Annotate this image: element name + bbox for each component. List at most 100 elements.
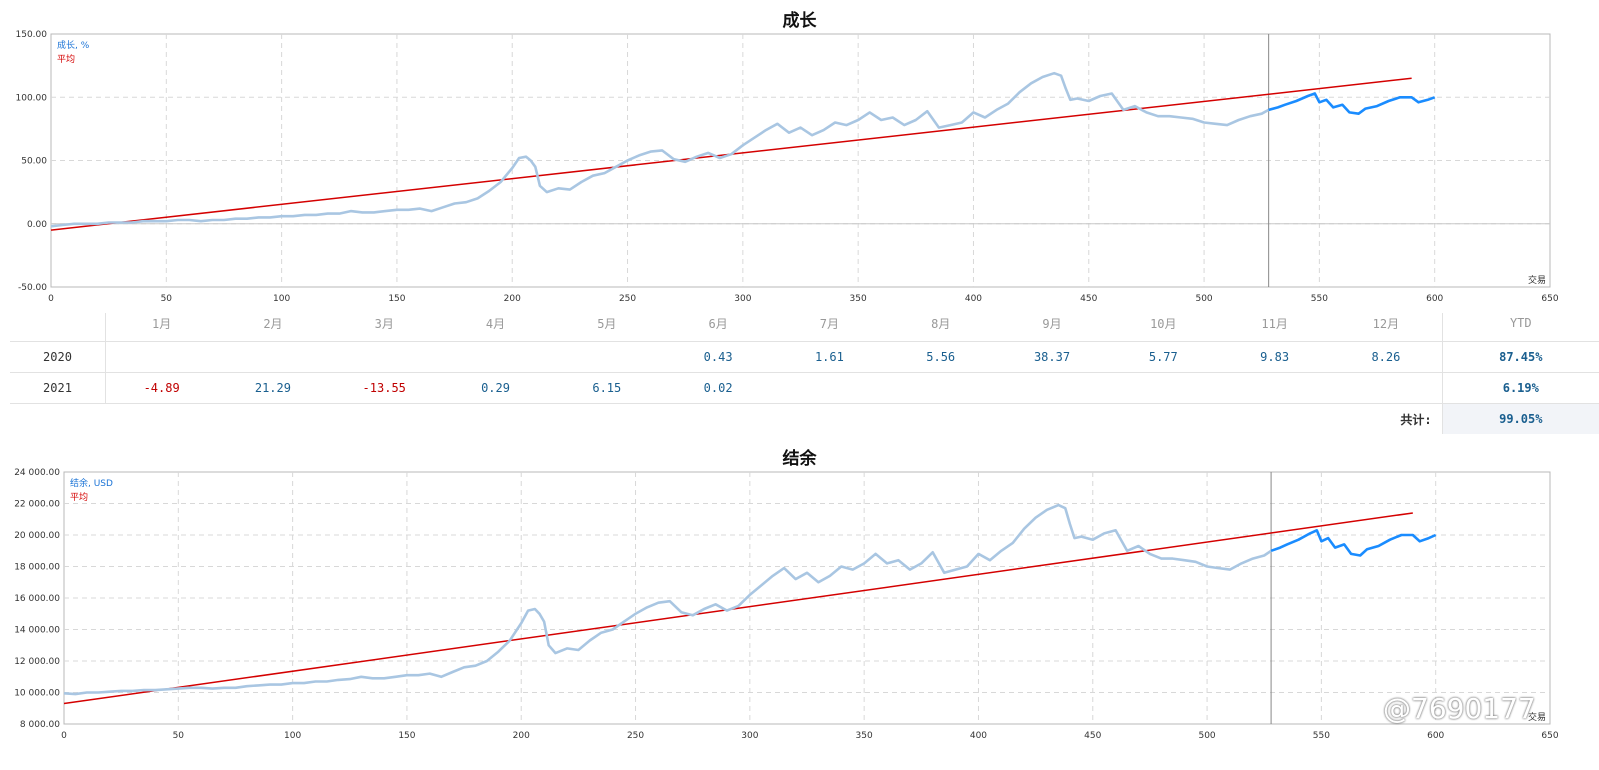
month-value: 0.29 (439, 372, 552, 404)
month-value: -4.89 (105, 372, 218, 404)
x-tick-label: 400 (970, 731, 987, 741)
month-value: -13.55 (328, 372, 440, 404)
x-tick-label: 550 (1313, 731, 1330, 741)
month-value (885, 372, 997, 404)
month-value: 6.15 (551, 372, 663, 404)
table-row: 2020 0.43 1.61 5.56 38.37 5.77 9.83 8.26… (10, 341, 1599, 373)
month-value (773, 372, 886, 404)
x-tick-label: 500 (1195, 294, 1212, 304)
y-tick-label: 20 000.00 (14, 531, 60, 541)
ytd-value: 87.45% (1441, 341, 1599, 373)
x-tick-label: 650 (1541, 294, 1558, 304)
month-value: 0.02 (662, 372, 774, 404)
x-tick-label: 350 (856, 731, 873, 741)
x-tick-label: 150 (388, 294, 405, 304)
y-tick-label: 12 000.00 (14, 657, 60, 667)
legend-entry: 平均 (57, 53, 75, 65)
y-tick-label: 16 000.00 (14, 594, 60, 604)
y-tick-label: 150.00 (16, 30, 48, 40)
total-label: 共计: (1400, 412, 1432, 427)
x-tick-label: 300 (734, 294, 751, 304)
x-tick-label: 0 (48, 294, 54, 304)
legend-entry: 成长, % (57, 39, 90, 51)
month-value: 0.43 (662, 341, 774, 373)
y-tick-label: 24 000.00 (14, 468, 60, 478)
month-value (105, 341, 218, 373)
balance-chart-title: 结余 (782, 449, 817, 469)
x-tick-label: 50 (173, 731, 185, 741)
month-header: 8月 (885, 313, 997, 342)
x-tick-label: 50 (161, 294, 173, 304)
total-value: 99.05% (1441, 403, 1599, 434)
month-value: 5.56 (885, 341, 997, 373)
total-row: 共计: 99.05% (10, 403, 1599, 434)
x-tick-label: 200 (504, 294, 521, 304)
y-tick-label: -50.00 (18, 283, 47, 293)
x-axis-label: 交易 (1528, 711, 1546, 723)
x-tick-label: 300 (741, 731, 758, 741)
x-tick-label: 250 (627, 731, 644, 741)
year-cell: 2020 (10, 341, 106, 373)
month-value (1330, 372, 1443, 404)
month-header: 2月 (217, 313, 329, 342)
watermark: @7690177 (1383, 692, 1536, 725)
month-value: 38.37 (996, 341, 1108, 373)
month-value (551, 341, 663, 373)
y-tick-label: 50.00 (21, 157, 47, 167)
month-header: 10月 (1107, 313, 1219, 342)
series-line-recent (1270, 529, 1437, 557)
month-value (328, 341, 440, 373)
x-tick-label: 100 (284, 731, 301, 741)
month-header: 5月 (551, 313, 663, 342)
month-value (439, 341, 552, 373)
y-tick-label: 100.00 (16, 93, 48, 103)
table-row: 2021 -4.89 21.29 -13.55 0.29 6.15 0.02 6… (10, 372, 1599, 404)
average-line (63, 512, 1413, 705)
month-header: 11月 (1218, 313, 1331, 342)
x-tick-label: 650 (1541, 731, 1558, 741)
x-tick-label: 250 (619, 294, 636, 304)
x-tick-label: 350 (850, 294, 867, 304)
month-header: 3月 (328, 313, 440, 342)
x-tick-label: 450 (1080, 294, 1097, 304)
x-tick-label: 150 (398, 731, 415, 741)
legend-entry: 平均 (70, 491, 88, 503)
month-value: 5.77 (1107, 341, 1219, 373)
series-line-history (50, 71, 1270, 228)
monthly-returns-table: 1月 2月 3月 4月 5月 6月 7月 8月 9月 10月 11月 12月 Y… (10, 313, 1599, 434)
month-header: 4月 (439, 313, 552, 342)
month-value: 21.29 (217, 372, 329, 404)
series-line-recent (1268, 92, 1436, 115)
month-value (1107, 372, 1219, 404)
month-header: 7月 (773, 313, 886, 342)
month-header: 12月 (1330, 313, 1443, 342)
month-header: 9月 (996, 313, 1108, 342)
balance-chart: 0 50 100 150 200 250 300 350 400 450 500 550 600 650 2… (14, 468, 1559, 741)
x-tick-label: 550 (1311, 294, 1328, 304)
table-header-row: 1月 2月 3月 4月 5月 6月 7月 8月 9月 10月 11月 12月 Y… (10, 313, 1599, 342)
month-value: 8.26 (1330, 341, 1443, 373)
y-tick-label: 22 000.00 (14, 500, 60, 510)
series-line-history (63, 503, 1272, 696)
month-header: 1月 (105, 313, 218, 342)
x-tick-label: 600 (1427, 731, 1444, 741)
month-header: 6月 (662, 313, 774, 342)
y-tick-label: 14 000.00 (14, 626, 60, 636)
x-tick-label: 600 (1426, 294, 1443, 304)
x-tick-label: 450 (1084, 731, 1101, 741)
x-tick-label: 500 (1198, 731, 1215, 741)
x-tick-label: 200 (513, 731, 530, 741)
y-tick-label: 0.00 (27, 220, 47, 230)
legend-entry: 结余, USD (70, 477, 113, 489)
x-axis-label: 交易 (1528, 274, 1546, 286)
growth-chart: 0 50 100 150 200 250 300 350 400 450 500 550 600 650 1… (16, 30, 1559, 304)
table-header-year (10, 313, 106, 342)
month-value: 1.61 (773, 341, 886, 373)
x-tick-label: 400 (965, 294, 982, 304)
month-value (217, 341, 329, 373)
y-tick-label: 18 000.00 (14, 563, 60, 573)
ytd-header: YTD (1441, 313, 1599, 342)
month-value (996, 372, 1108, 404)
year-cell: 2021 (10, 372, 106, 404)
month-value (1218, 372, 1331, 404)
